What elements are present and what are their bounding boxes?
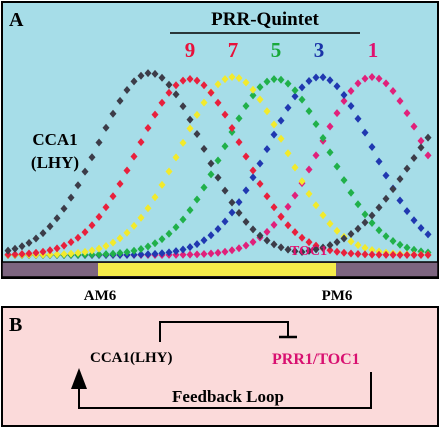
panel-b-letter: B (9, 314, 22, 336)
prr9-number: 9 (185, 38, 196, 62)
feedback-arrowhead (71, 368, 87, 389)
inhibition-connector (159, 321, 289, 342)
toc1-label: TOC1 (290, 244, 327, 259)
cca1-label-line2: (LHY) (31, 153, 79, 172)
panel-b-background (1, 306, 439, 427)
pm6-label: PM6 (322, 288, 353, 304)
cca1-wave (4, 69, 432, 257)
cca1-label-line1: CCA1 (32, 130, 77, 149)
prr7-number: 7 (228, 38, 239, 62)
am6-label: AM6 (84, 288, 117, 304)
panel-a-background (1, 1, 439, 279)
prr7-wave (4, 73, 432, 259)
prr1-toc1-label: PRR1/TOC1 (272, 351, 360, 368)
prr9-wave (4, 75, 432, 259)
cca1-lhy-label: CCA1(LHY) (90, 350, 173, 366)
prr5-number: 5 (271, 38, 282, 62)
feedback-loop-label: Feedback Loop (172, 387, 284, 406)
panel-a-letter: A (9, 9, 24, 31)
feedback-loop-line (78, 372, 372, 409)
expression-waves (4, 69, 432, 259)
prr1-number: 1 (368, 38, 379, 62)
prr3-number: 3 (314, 38, 325, 62)
prr-quintet-title: PRR-Quintet (211, 9, 319, 30)
day-bar (98, 263, 336, 276)
